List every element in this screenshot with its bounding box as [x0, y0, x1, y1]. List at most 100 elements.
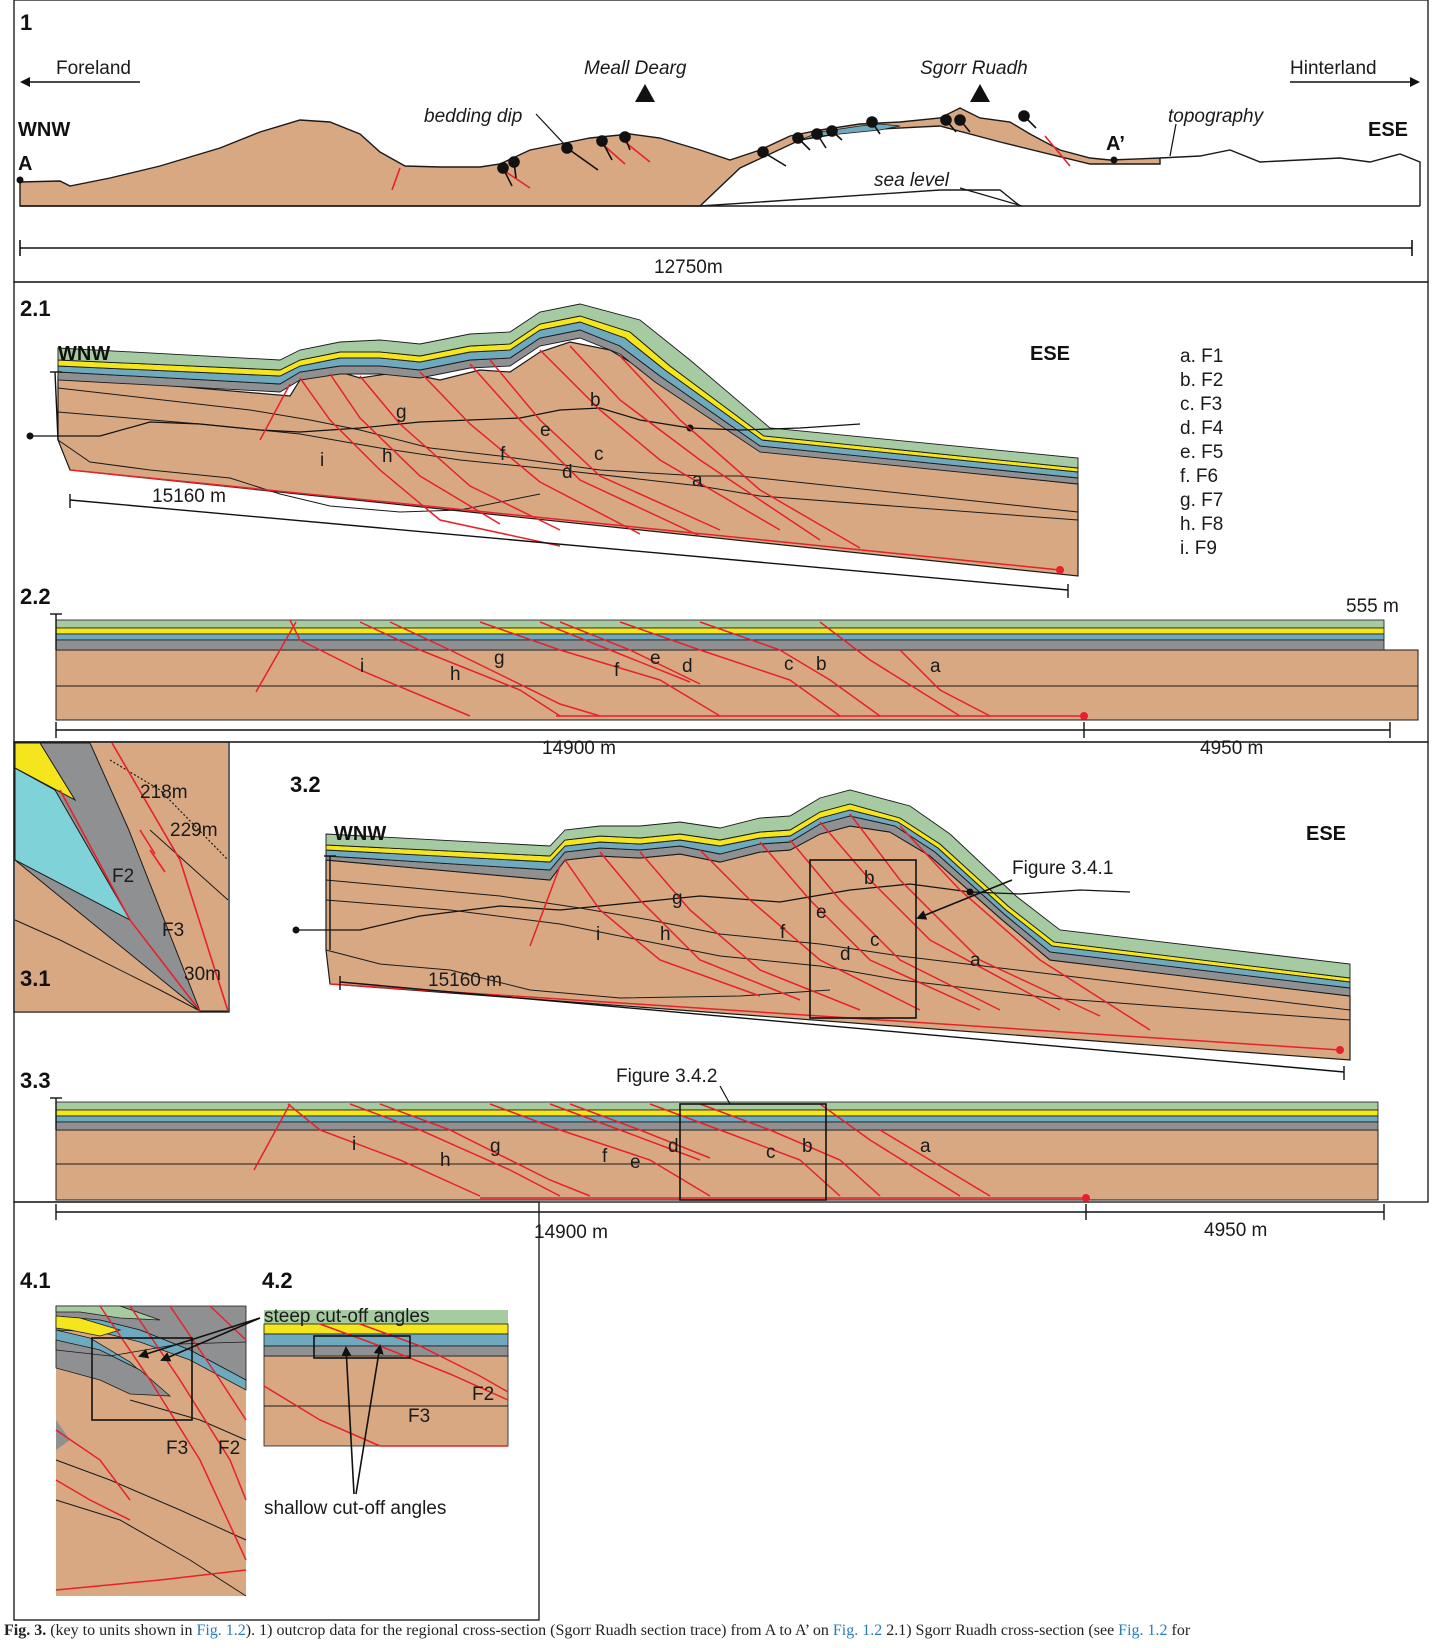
fault-label-a-32: a	[970, 950, 981, 971]
fault-label-b: b	[590, 390, 601, 411]
legend-item-f: f. F6	[1180, 466, 1218, 487]
panel-4-2: 4.2 F2 F3	[262, 1268, 509, 1447]
peak-marker-sgorr-ruadh	[970, 84, 990, 102]
steep-cutoff-label: steep cut-off angles	[264, 1306, 429, 1327]
figure-3-4-2-label: Figure 3.4.2	[616, 1066, 717, 1087]
legend-item-g: g. F7	[1180, 490, 1223, 511]
fault-label-a-33: a	[920, 1136, 931, 1157]
caption-text-4: for	[1167, 1622, 1191, 1639]
sea-level-label: sea level	[874, 170, 950, 191]
panel-2-1-scale: 15160 m	[152, 486, 226, 507]
wnw-label: WNW	[18, 119, 70, 141]
legend-item-d: d. F4	[1180, 418, 1224, 439]
fault-label-c-33: c	[766, 1142, 776, 1163]
fault-label-i-33: i	[352, 1134, 356, 1155]
panel-3-1-f3: F3	[162, 920, 184, 941]
panel-3-1-number: 3.1	[20, 966, 51, 991]
fault-label-a: a	[692, 470, 703, 491]
panel-3-1: 218m 229m F2 F3 30m 3.1	[14, 742, 229, 1012]
panel-2-2-number: 2.2	[20, 584, 51, 609]
panel-3-2-faults	[329, 813, 1341, 1051]
panel-3-3-scale-right: 4950 m	[1204, 1220, 1267, 1241]
fault-label-c-22: c	[784, 654, 794, 675]
fault-label-b-22: b	[816, 654, 827, 675]
fault-label-e-22: e	[650, 648, 661, 669]
fault-label-d: d	[562, 462, 573, 483]
peak-meall-dearg-label: Meall Dearg	[584, 58, 687, 79]
panel-2-2-faults	[255, 619, 1084, 717]
steep-cutoff-annotation: steep cut-off angles	[138, 1306, 429, 1362]
fault-label-e-32: e	[816, 902, 827, 923]
fault-label-i-32: i	[596, 924, 600, 945]
caption-text-1: (key to units shown in	[46, 1622, 197, 1639]
topography-label: topography	[1168, 106, 1265, 127]
foreland-label: Foreland	[56, 58, 131, 79]
fault-label-f: f	[500, 444, 506, 465]
panel-1-number: 1	[20, 10, 32, 35]
fault-label-h-32: h	[660, 924, 671, 945]
shallow-cutoff-annotation: shallow cut-off angles	[264, 1344, 446, 1519]
fault-label-c-32: c	[870, 930, 880, 951]
hinterland-label: Hinterland	[1290, 58, 1377, 79]
figure-3-4-2-box	[679, 1103, 827, 1201]
figure-3-4-1-label: Figure 3.4.1	[1012, 858, 1113, 879]
topographic-profile	[19, 107, 1161, 207]
panel-3-2: 3.2 Fig	[290, 772, 1351, 1080]
fault-label-f-22: f	[614, 660, 620, 681]
panel-4-2-f3: F3	[408, 1406, 430, 1427]
fault-label-i-22: i	[360, 656, 364, 677]
legend-item-i: i. F9	[1180, 538, 1217, 559]
panel-2-2-scale-left: 14900 m	[542, 738, 616, 759]
caption-text-3: 2.1) Sgorr Ruadh cross-section (see	[882, 1622, 1119, 1639]
panel-1: 1 Foreland Hinterland	[16, 10, 1421, 278]
panel-2-1-faults	[69, 345, 1061, 571]
panel-borders	[13, 0, 1429, 1621]
caption-ref-2[interactable]: Fig. 1.2	[832, 1622, 883, 1639]
legend-item-c: c. F3	[1180, 394, 1222, 415]
panel-3-1-218m: 218m	[140, 782, 188, 803]
panel-3-2-wnw: WNW	[334, 823, 386, 845]
fault-label-f-33: f	[602, 1146, 608, 1167]
panel-4-1-f3: F3	[166, 1438, 188, 1459]
fault-label-a-22: a	[930, 656, 941, 677]
topography-line	[1159, 149, 1421, 206]
caption-ref-1[interactable]: Fig. 1.2	[196, 1622, 246, 1639]
panel-3-2-number: 3.2	[290, 772, 321, 797]
bedding-dip-label: bedding dip	[424, 106, 522, 127]
caption-fig-number: Fig. 3.	[4, 1622, 47, 1639]
panel-3-1-30m: 30m	[184, 964, 221, 985]
fault-label-d-33: d	[668, 1136, 679, 1157]
fault-label-e-33: e	[630, 1152, 641, 1173]
fault-label-g-22: g	[494, 648, 505, 669]
fault-label-i: i	[320, 450, 324, 471]
panel-3-1-229m: 229m	[170, 820, 218, 841]
caption-ref-3[interactable]: Fig. 1.2	[1118, 1622, 1168, 1639]
legend-item-b: b. F2	[1180, 370, 1223, 391]
fault-label-d-22: d	[682, 656, 693, 677]
caption-text-2: ). 1) outcrop data for the regional cros…	[245, 1622, 833, 1639]
panel-3-3-number: 3.3	[20, 1068, 51, 1093]
bedding-dip-markers	[497, 110, 1037, 187]
figure-caption: Fig. 3. (key to units shown in Fig. 1.2)…	[0, 1622, 1446, 1648]
panel-4-1-number: 4.1	[20, 1268, 51, 1293]
panel-2-2-thickness: 555 m	[1346, 596, 1399, 617]
panel-2-2: 2.2 i h g f e d c	[20, 584, 1419, 759]
panel-2-1-ese: ESE	[1030, 343, 1070, 365]
legend-item-h: h. F8	[1180, 514, 1223, 535]
fault-legend: a. F1 b. F2 c. F3 d. F4 e. F5 f. F6 g. F…	[1180, 346, 1224, 559]
fault-label-h: h	[382, 446, 393, 467]
panel-3-2-scale: 15160 m	[428, 970, 502, 991]
peak-marker-meall-dearg	[635, 84, 655, 102]
peak-sgorr-ruadh-label: Sgorr Ruadh	[920, 58, 1028, 79]
fault-label-h-22: h	[450, 664, 461, 685]
figure-3-4-1-box	[809, 859, 917, 1019]
legend-item-e: e. F5	[1180, 442, 1223, 463]
fault-label-g: g	[396, 402, 407, 423]
panel-4-2-number: 4.2	[262, 1268, 293, 1293]
fault-label-h-33: h	[440, 1150, 451, 1171]
fault-label-g-33: g	[490, 1136, 501, 1157]
legend-item-a: a. F1	[1180, 346, 1223, 367]
panel-2-1-number: 2.1	[20, 296, 51, 321]
panel-4-1-f2: F2	[218, 1438, 240, 1459]
